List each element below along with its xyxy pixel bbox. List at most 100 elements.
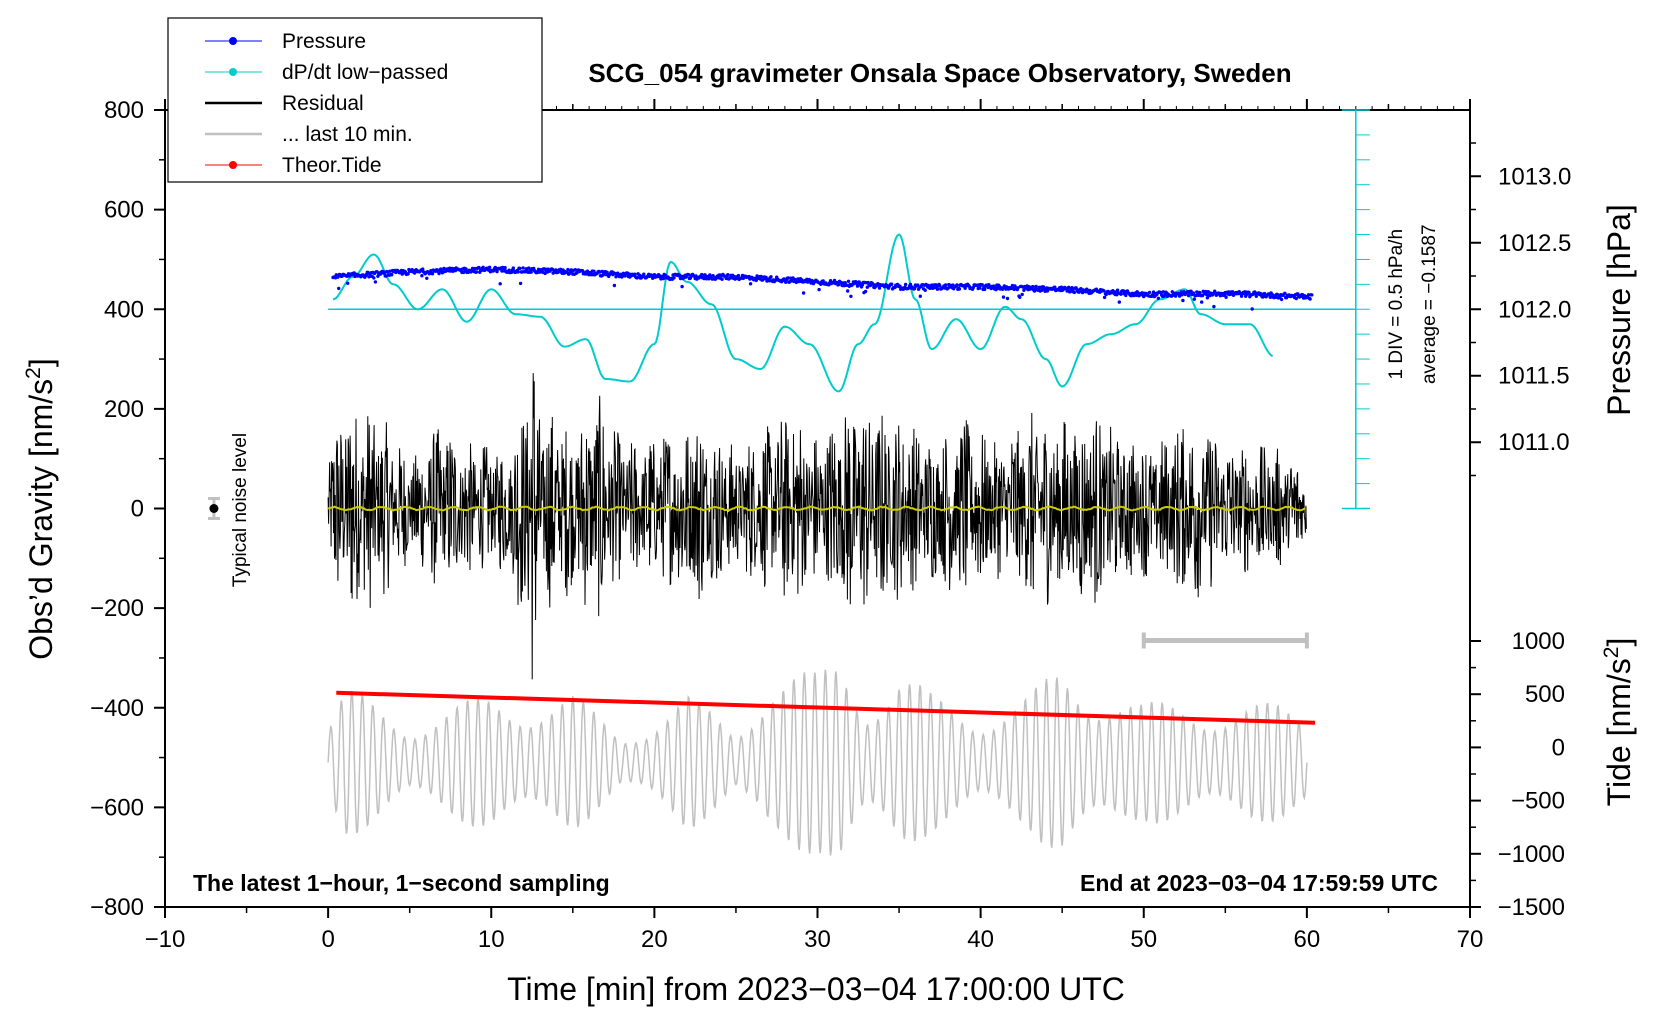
pressure-point (1250, 307, 1254, 311)
pressure-series (331, 265, 1314, 311)
pressure-point (642, 272, 646, 276)
pressure-point (336, 275, 340, 279)
dpdt-scale: 1 DIV = 0.5 hPa/h average = −0.1587 (1341, 109, 1440, 510)
pressure-point (1191, 291, 1196, 295)
pressure-tick-label: 1011.0 (1498, 429, 1570, 456)
pressure-point (1117, 300, 1122, 304)
dpdt-series-line (332, 233, 1274, 393)
pressure-point (464, 267, 468, 271)
series-layer (327, 233, 1356, 856)
pressure-point (767, 279, 772, 283)
x-axis-title: Time [min] from 2023−03−04 17:00:00 UTC (507, 971, 1125, 1007)
pressure-point (912, 286, 917, 291)
pressure-point (980, 283, 984, 287)
pressure-point (592, 269, 596, 273)
pressure-point (890, 282, 894, 286)
pressure-point (1204, 289, 1208, 294)
pressure-point (1077, 290, 1082, 294)
last10-series-line (327, 669, 1308, 856)
y-tick-label: 200 (104, 396, 144, 423)
pressure-point (801, 291, 806, 295)
pressure-point (680, 284, 684, 289)
pressure-point (1224, 295, 1228, 299)
pressure-point (786, 276, 790, 280)
pressure-point (1294, 296, 1299, 301)
pressure-point (955, 283, 959, 287)
pressure-point (1053, 285, 1057, 289)
pressure-point (566, 267, 570, 272)
legend: Pressure dP/dt low−passed Residual ... last… (167, 17, 543, 183)
legend-marker (229, 161, 237, 169)
pressure-tick-label: 1011.5 (1498, 363, 1570, 390)
x-tick-label: 40 (967, 926, 994, 953)
y-axis-title-gravity-close: ] (23, 358, 59, 367)
pressure-point (923, 288, 927, 292)
pressure-point (1068, 290, 1073, 294)
tide-tick-label: 1000 (1512, 628, 1565, 655)
pressure-tick-label: 1013.0 (1498, 163, 1571, 190)
pressure-point (908, 282, 913, 287)
pressure-point (903, 282, 908, 287)
pressure-point (1156, 296, 1161, 300)
pressure-point (686, 273, 691, 277)
pressure-point (473, 266, 477, 271)
pressure-point (421, 267, 425, 271)
legend-label: ... last 10 min. (282, 123, 413, 146)
residual-series-line (327, 373, 1307, 680)
pressure-point (373, 280, 378, 284)
tide-series-line (336, 690, 1316, 725)
pressure-point (1016, 286, 1020, 290)
pressure-point (1262, 291, 1267, 296)
pressure-point (1161, 290, 1166, 294)
pressure-point (1200, 293, 1205, 298)
y-tick-label: 400 (104, 296, 144, 323)
pressure-point (702, 276, 706, 281)
pressure-point (1134, 293, 1139, 297)
pressure-point (1247, 290, 1251, 295)
y-axis-pressure: 1011.0 1011.5 1012.0 1012.5 1013.0 (1470, 142, 1571, 477)
y-axis-gravity: −800 −600 −400 −200 0 200 400 600 800 (90, 97, 165, 921)
dpdt-scale-label: 1 DIV = 0.5 hPa/h (1386, 229, 1407, 380)
pressure-point (521, 266, 525, 270)
pressure-point (817, 287, 821, 292)
footer-left: The latest 1−hour, 1−second sampling (193, 870, 610, 896)
pressure-point (1102, 289, 1106, 293)
footer-right: End at 2023−03−04 17:59:59 UTC (1080, 870, 1438, 896)
pressure-tick-label: 1012.5 (1498, 230, 1571, 257)
pressure-point (345, 274, 349, 278)
pressure-point (720, 277, 724, 281)
pressure-point (511, 266, 515, 270)
pressure-point (1102, 295, 1107, 300)
pressure-point (1213, 289, 1217, 293)
y-axis-title-gravity: Obs’d Gravity [nm/s2] (22, 358, 59, 660)
x-tick-label: 20 (641, 926, 668, 953)
x-tick-label: 50 (1130, 926, 1157, 953)
x-tick-label: 30 (804, 926, 831, 953)
pressure-point (672, 276, 676, 280)
pressure-point (372, 276, 376, 280)
y-axis-title-tide-text: Tide [nm/s (1601, 658, 1637, 806)
y-axis-title-tide-sup: 2 (1600, 647, 1623, 659)
pressure-point (935, 287, 940, 291)
pressure-point (978, 286, 982, 290)
pressure-point (516, 270, 520, 274)
y-tick-label: 0 (131, 496, 144, 523)
pressure-point (1119, 292, 1123, 296)
pressure-point (1192, 297, 1197, 301)
residual-lowpass-line (327, 505, 1306, 512)
pressure-point (748, 282, 753, 286)
pressure-point (983, 287, 987, 292)
pressure-point (498, 282, 502, 286)
pressure-point (474, 270, 479, 274)
pressure-point (726, 273, 730, 277)
last10-range-bar (1141, 632, 1309, 649)
pressure-point (1031, 284, 1035, 289)
pressure-tick-label: 1012.0 (1498, 296, 1571, 323)
pressure-point (1020, 292, 1024, 297)
pressure-point (337, 286, 341, 291)
x-tick-label: −10 (145, 926, 186, 953)
y-axis-title-tide-close: ] (1601, 638, 1637, 647)
pressure-point (1181, 298, 1185, 303)
pressure-point (1306, 293, 1311, 297)
